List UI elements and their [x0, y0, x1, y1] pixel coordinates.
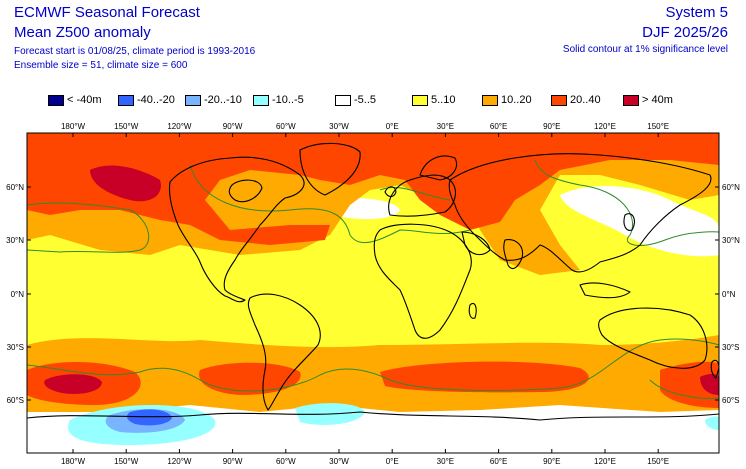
lon-label-top: 150°W	[114, 122, 139, 131]
lat-label-right: 30°N	[722, 236, 740, 245]
lat-label-left: 30°S	[7, 343, 24, 352]
uk-ireland	[384, 186, 397, 198]
legend-swatch	[412, 95, 428, 106]
lon-label-top: 30°W	[329, 122, 349, 131]
legend-swatch	[185, 95, 201, 106]
lat-label-right: 30°S	[722, 343, 739, 352]
scandinavia	[419, 155, 458, 181]
lon-label-top: 120°W	[167, 122, 192, 131]
lon-label-top: 180°W	[61, 122, 86, 131]
africa-coast	[373, 223, 472, 339]
antarctica-coast	[27, 411, 719, 421]
north-america-coast	[168, 156, 305, 303]
japan	[623, 213, 635, 231]
legend-swatch	[482, 95, 498, 106]
lon-label-bottom: 90°E	[543, 457, 560, 466]
lon-label-bottom: 0°E	[386, 457, 399, 466]
lon-label-bottom: 90°W	[223, 457, 243, 466]
lon-label-bottom: 150°W	[114, 457, 139, 466]
anomaly-red-north	[27, 133, 719, 245]
lon-label-bottom: 30°W	[329, 457, 349, 466]
lon-label-bottom: 30°E	[437, 457, 454, 466]
greenland	[299, 142, 361, 196]
legend-label: < -40m	[67, 94, 102, 106]
anomaly-blue-patch	[127, 409, 172, 426]
south-america-coast	[247, 293, 321, 411]
legend-label: 5..10	[431, 94, 456, 106]
anomaly-orange-south	[27, 335, 719, 420]
anomaly-darkred-core	[90, 165, 161, 202]
significance-contour	[649, 379, 719, 399]
legend-label: -40..-20	[137, 94, 175, 106]
anomaly-white-patch	[560, 185, 719, 257]
legend-label: -5..5	[354, 94, 377, 106]
lat-label-right: 0°N	[722, 290, 736, 299]
madagascar	[468, 302, 477, 319]
legend-label: -10..-5	[272, 94, 304, 106]
lon-label-bottom: 60°E	[490, 457, 507, 466]
anomaly-darkred-core	[700, 374, 719, 395]
anomaly-darkred-core	[44, 374, 102, 394]
anomaly-red-south-pacific-east	[199, 362, 301, 395]
legend-swatch	[48, 95, 64, 106]
legend-swatch	[551, 95, 567, 106]
map-frame	[26, 132, 720, 454]
arabia	[461, 231, 491, 256]
legend-swatch	[335, 95, 351, 106]
forecast-title: ECMWF Seasonal Forecast	[14, 4, 200, 21]
lon-label-bottom: 180°W	[61, 457, 86, 466]
hudson-bay	[228, 179, 263, 203]
system-label: System 5	[665, 4, 728, 21]
lon-label-top: 90°W	[223, 122, 243, 131]
anomaly-cyan-patch	[705, 416, 719, 430]
significance-contour	[27, 202, 150, 253]
australia-coast	[598, 307, 708, 369]
anomaly-red-south-indian	[380, 361, 589, 393]
lon-label-top: 60°W	[276, 122, 296, 131]
significance-contour	[27, 338, 719, 392]
lon-label-bottom: 120°E	[594, 457, 616, 466]
lon-label-bottom: 150°E	[647, 457, 669, 466]
legend-label: -20..-10	[204, 94, 242, 106]
lon-label-top: 120°E	[594, 122, 616, 131]
forecast-start-info: Forecast start is 01/08/25, climate peri…	[14, 46, 256, 57]
lon-label-top: 90°E	[543, 122, 560, 131]
significance-contour	[534, 159, 719, 246]
legend-swatch	[118, 95, 134, 106]
significance-contour	[189, 164, 471, 244]
significance-note: Solid contour at 1% significance level	[562, 44, 728, 55]
lat-label-left: 60°S	[7, 396, 24, 405]
significance-contour	[379, 186, 451, 201]
anomaly-red-south-east	[660, 361, 719, 408]
lat-label-left: 30°N	[6, 236, 24, 245]
lat-label-left: 60°N	[6, 183, 24, 192]
lon-label-top: 30°E	[437, 122, 454, 131]
legend-swatch	[623, 95, 639, 106]
lon-label-top: 0°E	[386, 122, 399, 131]
new-zealand	[710, 359, 719, 379]
india	[503, 239, 524, 270]
lat-label-right: 60°S	[722, 396, 739, 405]
lon-label-bottom: 120°W	[167, 457, 192, 466]
season-label: DJF 2025/26	[642, 24, 728, 41]
lon-label-bottom: 60°W	[276, 457, 296, 466]
lat-label-right: 60°N	[722, 183, 740, 192]
legend-swatch	[253, 95, 269, 106]
ensemble-size-info: Ensemble size = 51, climate size = 600	[14, 60, 188, 71]
variable-title: Mean Z500 anomaly	[14, 24, 151, 41]
southeast-asia-islands	[579, 282, 631, 299]
lon-label-top: 60°E	[490, 122, 507, 131]
lat-label-left: 0°N	[11, 290, 25, 299]
legend-label: 20..40	[570, 94, 601, 106]
legend-label: 10..20	[501, 94, 532, 106]
legend-label: > 40m	[642, 94, 673, 106]
lon-label-top: 150°E	[647, 122, 669, 131]
